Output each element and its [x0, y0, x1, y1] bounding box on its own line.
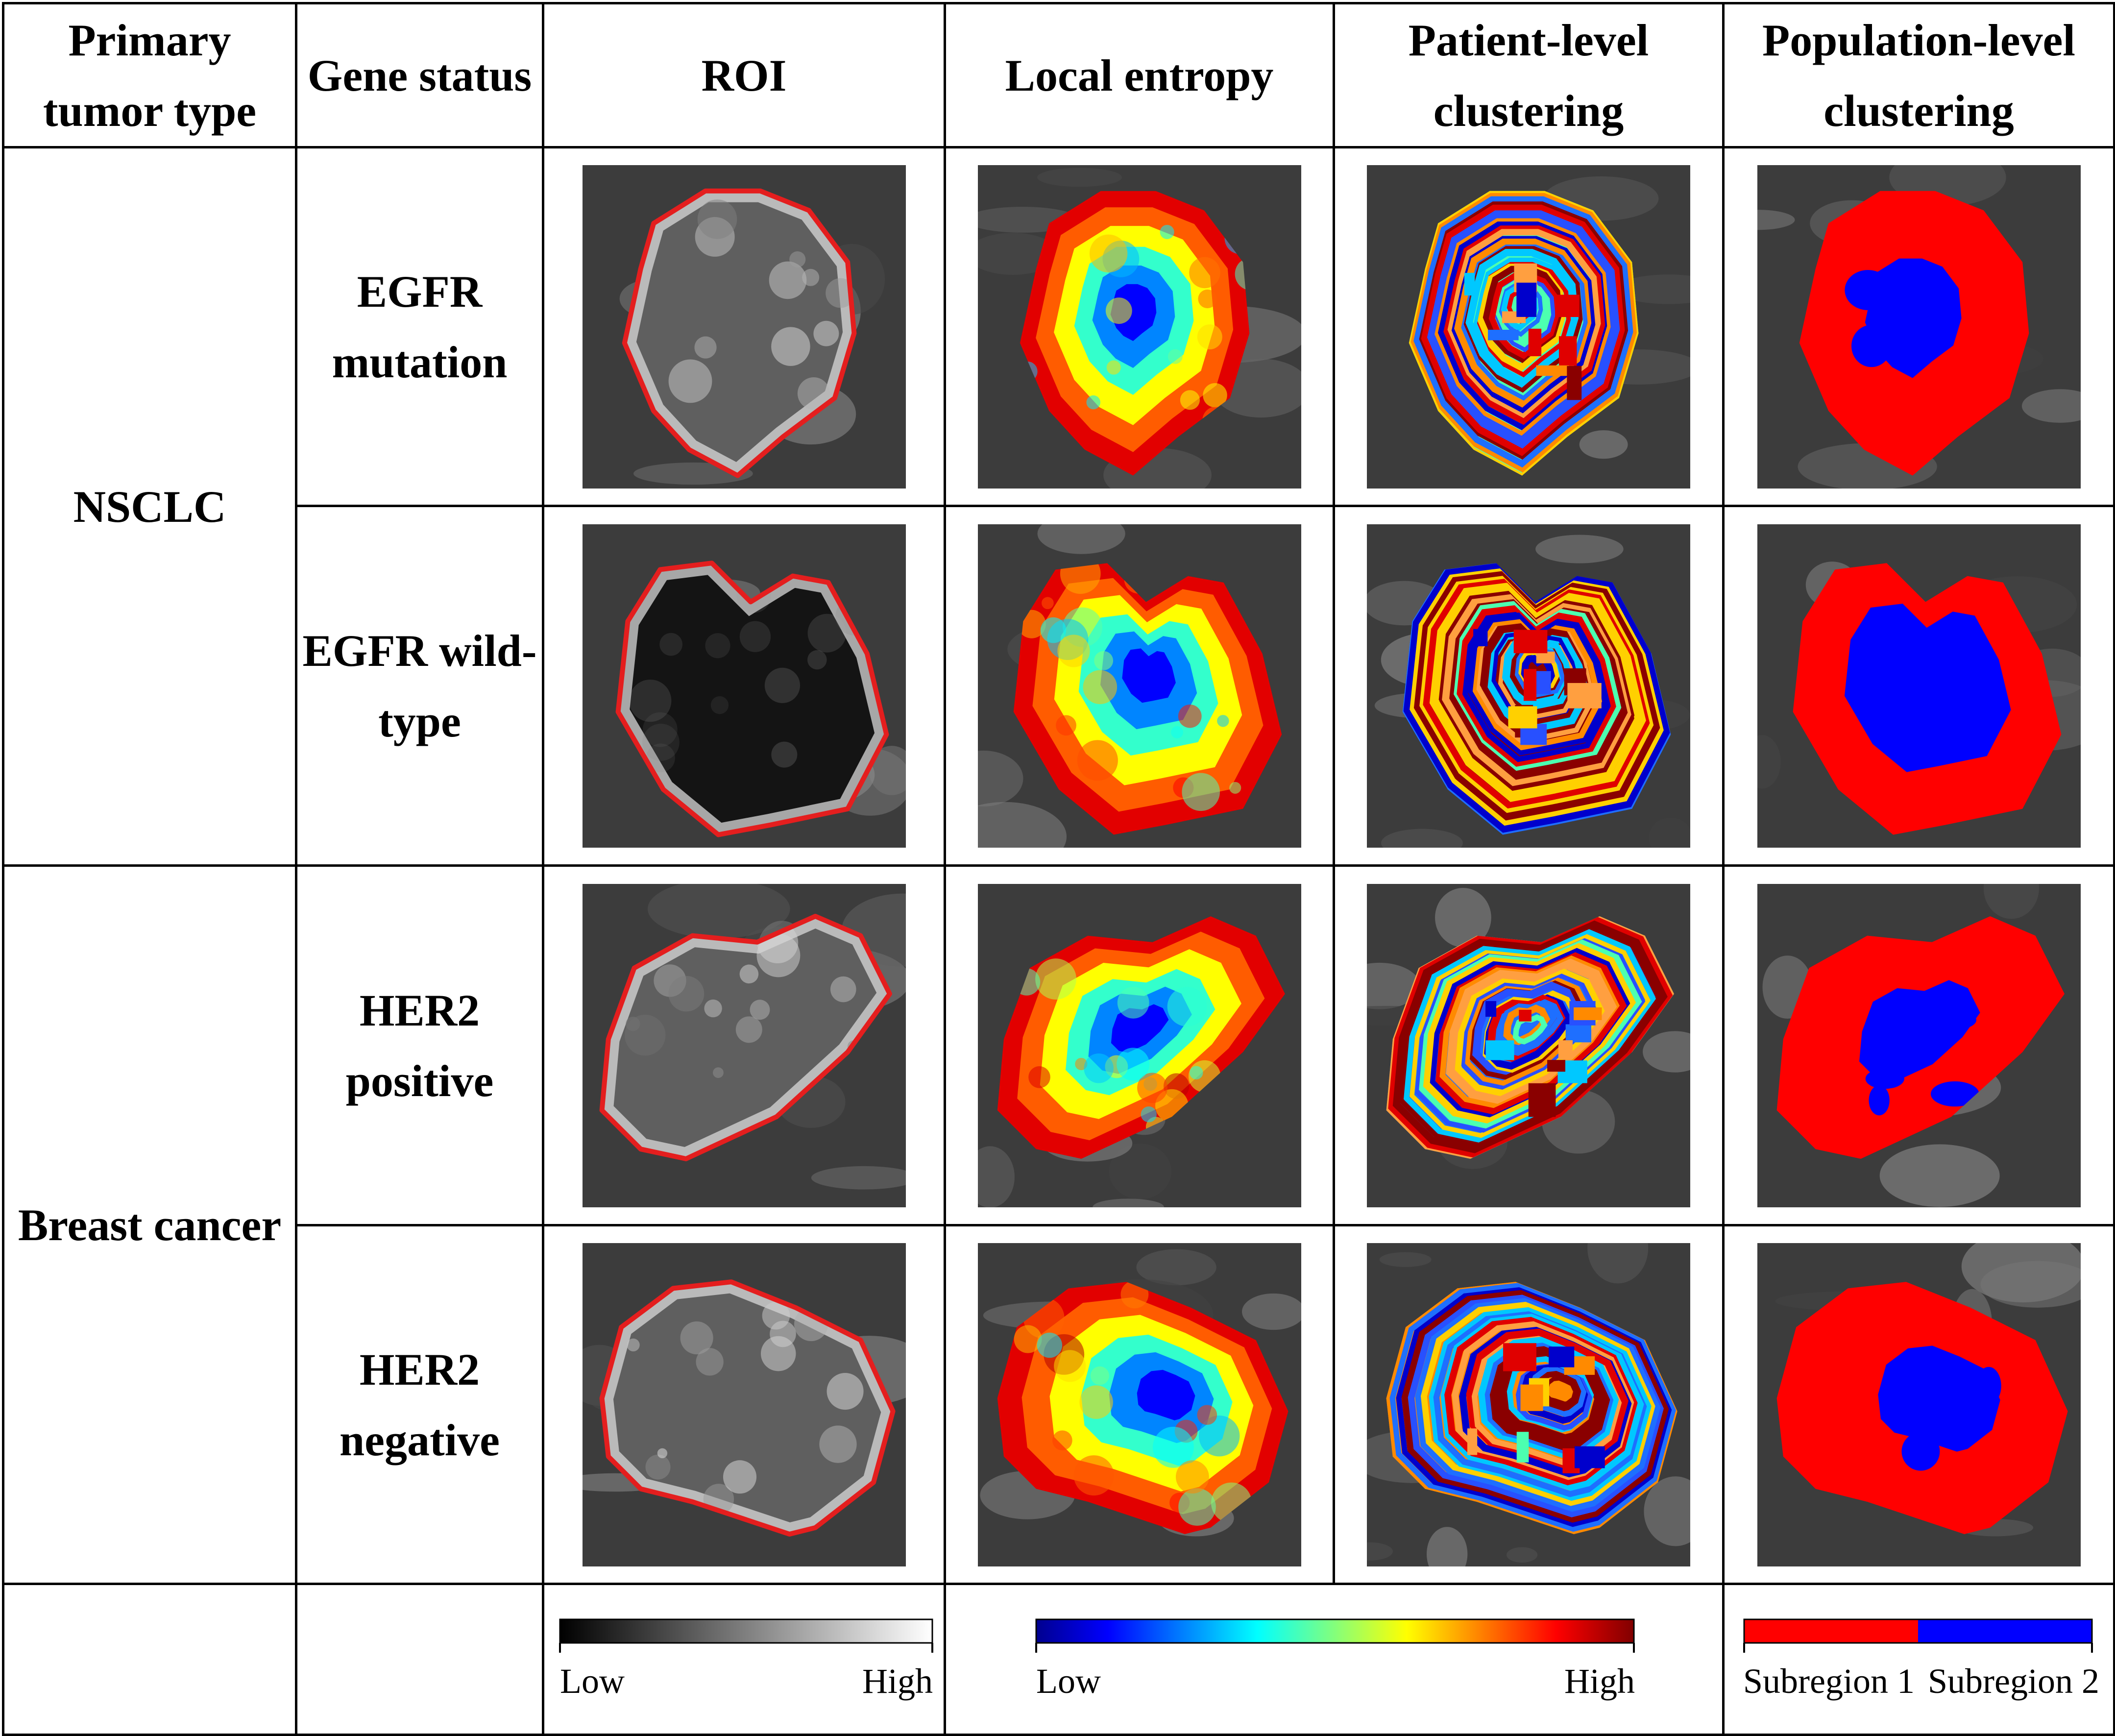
entropy-colorbar [1035, 1618, 1635, 1653]
entropy-colorbar-high-label: High [1564, 1662, 1635, 1701]
population-thumbnail [1757, 1243, 2081, 1566]
patient-cluster-image-her2-negative [1333, 1224, 1725, 1585]
entropy-colorbar-low-label: Low [1036, 1662, 1101, 1701]
roi-image-her2-positive [542, 864, 946, 1226]
header-local-entropy: Local entropy [944, 2, 1335, 148]
population-thumbnail [1757, 524, 2081, 848]
entropy-image-egfr-wild-type [944, 505, 1335, 867]
entropy-thumbnail [977, 165, 1301, 489]
header-tumor-type: Primary tumor type [2, 2, 297, 148]
subregion-2-label: Subregion 2 [1928, 1662, 2099, 1701]
patient-thumbnail [1367, 165, 1690, 489]
roi-colorbar-cell: Low High [542, 1583, 946, 1736]
legend-empty-1 [2, 1583, 297, 1736]
population-cluster-image-egfr-wild-type [1722, 505, 2115, 867]
tumor-label-nsclc: NSCLC [2, 146, 297, 867]
population-colorbar-cell: Subregion 1 Subregion 2 [1722, 1583, 2115, 1736]
header-roi: ROI [542, 2, 946, 148]
roi-image-her2-negative [542, 1224, 946, 1585]
patient-cluster-image-egfr-mutation [1333, 146, 1725, 507]
header-population-clustering: Population-level clustering [1722, 2, 2115, 148]
population-cluster-image-her2-negative [1722, 1224, 2115, 1585]
subregion-1-swatch [1744, 1619, 1918, 1643]
tumor-label-breast-cancer: Breast cancer [2, 864, 297, 1585]
entropy-image-her2-negative [944, 1224, 1335, 1585]
roi-thumbnail [582, 524, 906, 848]
population-cluster-image-her2-positive [1722, 864, 2115, 1226]
roi-image-egfr-mutation [542, 146, 946, 507]
gene-label-egfr-wild-type: EGFR wild-type [295, 505, 544, 867]
roi-image-egfr-wild-type [542, 505, 946, 867]
roi-thumbnail [582, 883, 906, 1207]
population-colorbar [1743, 1618, 2093, 1653]
header-gene-status: Gene status [295, 2, 544, 148]
gene-label-egfr-mutation: EGFR mutation [295, 146, 544, 507]
entropy-image-her2-positive [944, 864, 1335, 1226]
patient-thumbnail [1367, 883, 1690, 1207]
patient-thumbnail [1367, 524, 1690, 848]
population-cluster-image-egfr-mutation [1722, 146, 2115, 507]
entropy-thumbnail [977, 883, 1301, 1207]
roi-colorbar-high-label: High [862, 1662, 933, 1701]
roi-thumbnail [582, 1243, 906, 1566]
roi-colorbar [559, 1618, 933, 1653]
subregion-2-swatch [1918, 1619, 2092, 1643]
population-thumbnail [1757, 883, 2081, 1207]
entropy-thumbnail [977, 1243, 1301, 1566]
entropy-image-egfr-mutation [944, 146, 1335, 507]
roi-colorbar-low-label: Low [560, 1662, 625, 1701]
entropy-colorbar-cell: Low High [944, 1583, 1725, 1736]
patient-cluster-image-her2-positive [1333, 864, 1725, 1226]
patient-cluster-image-egfr-wild-type [1333, 505, 1725, 867]
subregion-1-label: Subregion 1 [1743, 1662, 1915, 1701]
gene-label-her2-positive: HER2 positive [295, 864, 544, 1226]
gene-label-her2-negative: HER2 negative [295, 1224, 544, 1585]
roi-thumbnail [582, 165, 906, 489]
header-patient-clustering: Patient-level clustering [1333, 2, 1725, 148]
population-thumbnail [1757, 165, 2081, 489]
patient-thumbnail [1367, 1243, 1690, 1566]
entropy-thumbnail [977, 524, 1301, 848]
legend-empty-2 [295, 1583, 544, 1736]
